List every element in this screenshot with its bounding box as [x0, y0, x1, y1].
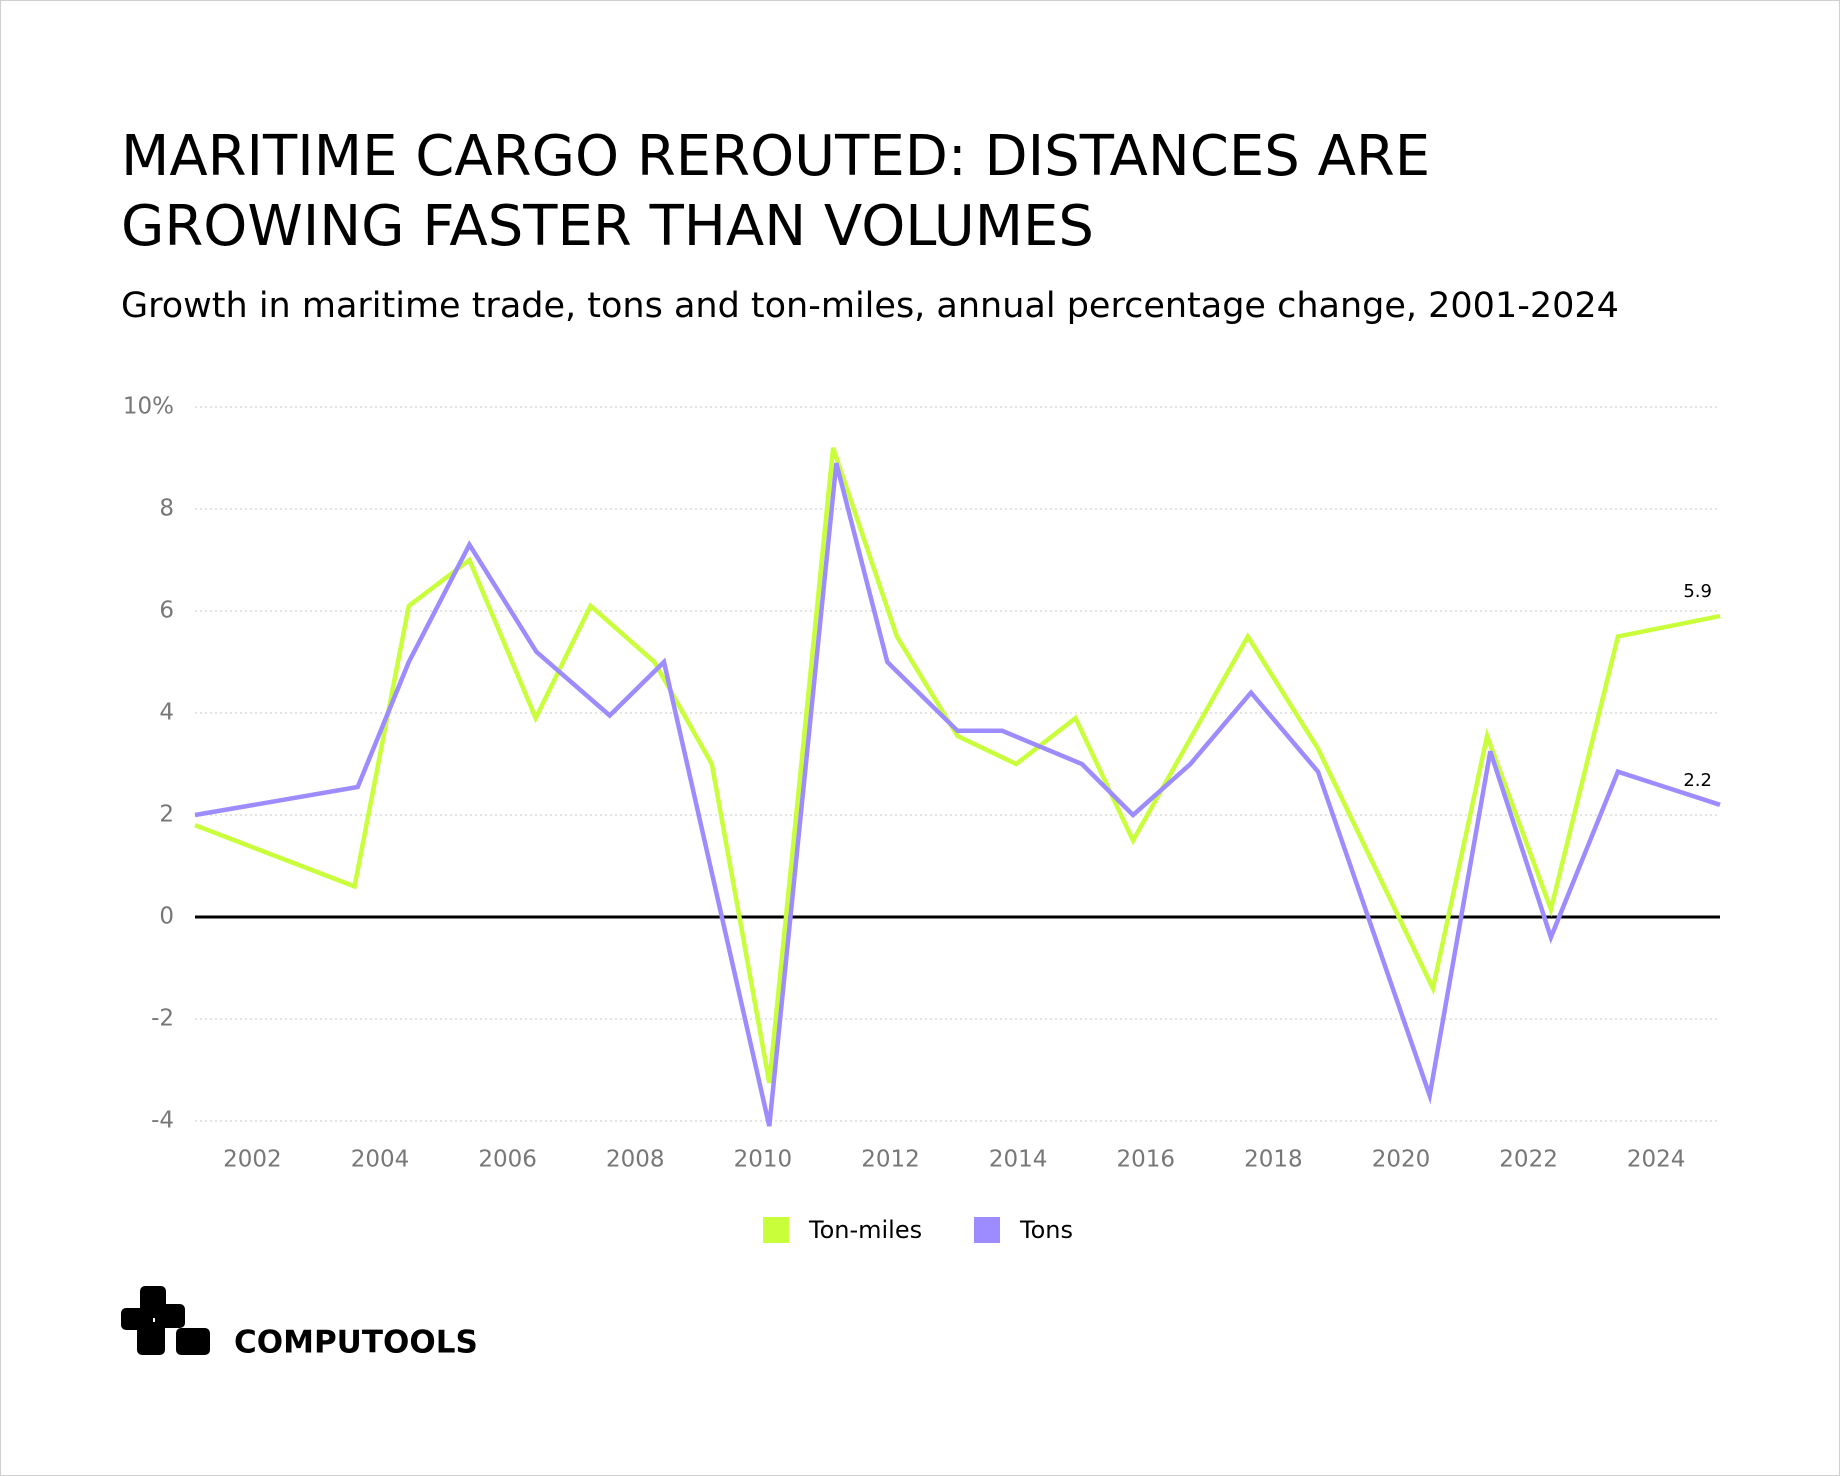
x-tick-label: 2020 — [1372, 1147, 1431, 1173]
x-tick-label: 2018 — [1244, 1147, 1303, 1173]
x-tick-label: 2016 — [1116, 1147, 1175, 1173]
x-tick-label: 2002 — [223, 1147, 282, 1173]
legend-label: Tons — [1019, 1216, 1073, 1244]
x-tick-label: 2006 — [478, 1147, 537, 1173]
logo-block — [137, 1322, 165, 1355]
x-tick-label: 2012 — [861, 1147, 920, 1173]
x-tick-label: 2024 — [1627, 1147, 1686, 1173]
series-line — [194, 447, 1721, 1084]
y-tick-label: 8 — [159, 496, 174, 522]
series-line — [194, 462, 1721, 1127]
x-tick-label: 2010 — [734, 1147, 793, 1173]
end-value-label: 2.2 — [1683, 770, 1712, 791]
y-tick-label: 4 — [159, 700, 174, 726]
y-tick-label: -4 — [151, 1108, 174, 1134]
logo — [121, 1286, 210, 1355]
x-tick-label: 2008 — [606, 1147, 665, 1173]
x-tick-label: 2014 — [989, 1147, 1048, 1173]
y-tick-label: 10% — [123, 394, 174, 420]
y-tick-label: 0 — [159, 904, 174, 930]
legend-swatch — [974, 1217, 1000, 1243]
logo-block — [155, 1304, 185, 1328]
chart-subtitle: Growth in maritime trade, tons and ton-m… — [121, 286, 1619, 326]
y-tick-label: -2 — [151, 1006, 174, 1032]
end-value-label: 5.9 — [1683, 581, 1712, 602]
y-tick-label: 2 — [159, 802, 174, 828]
x-tick-label: 2022 — [1499, 1147, 1558, 1173]
y-tick-label: 6 — [159, 598, 174, 624]
logo-block — [176, 1328, 210, 1355]
legend-swatch — [763, 1217, 789, 1243]
legend-label: Ton-miles — [808, 1216, 922, 1244]
brand-name: COMPUTOOLS — [234, 1325, 478, 1361]
chart-title: MARITIME CARGO REROUTED: DISTANCES ARE G… — [121, 124, 1431, 259]
x-tick-label: 2004 — [351, 1147, 410, 1173]
